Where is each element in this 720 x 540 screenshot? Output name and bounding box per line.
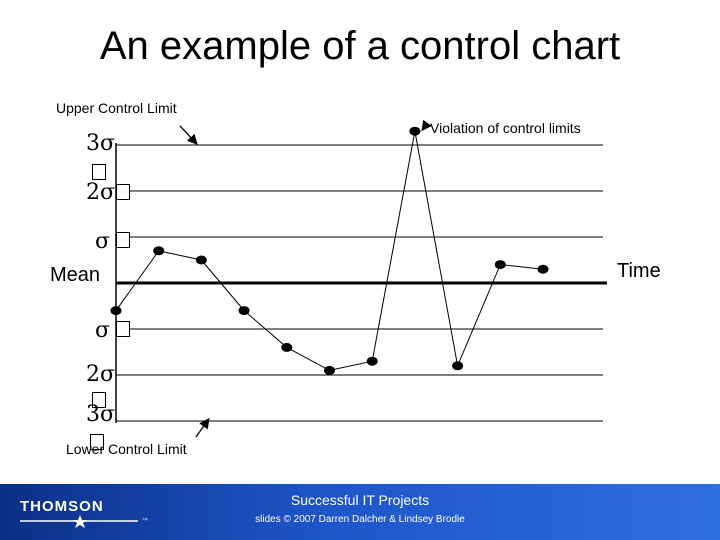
missing-glyph-icon	[116, 321, 130, 337]
violation-point	[409, 126, 421, 136]
data-point	[537, 264, 549, 274]
thomson-logo: THOMSON ™	[20, 498, 150, 536]
lower-3sigma-label: 3σ	[86, 402, 116, 427]
trademark-mark: ™	[142, 518, 148, 524]
missing-glyph-icon	[92, 392, 106, 408]
upper-control-limit-label: Upper Control Limit	[56, 100, 177, 116]
series-line	[115, 131, 544, 371]
violation-arrow	[421, 119, 432, 132]
time-label: Time	[617, 260, 661, 282]
missing-glyph-icon	[116, 232, 130, 248]
violation-label: Violation of control limits	[430, 120, 581, 136]
footer-credit: slides © 2007 Darren Dalcher & Lindsey B…	[255, 514, 465, 525]
missing-glyph-icon	[90, 434, 104, 450]
data-point	[195, 255, 207, 265]
data-point	[366, 356, 378, 366]
upper-limit-arrow	[179, 125, 198, 145]
data-point	[110, 306, 122, 316]
data-point	[153, 246, 165, 256]
data-point	[494, 260, 506, 270]
slide-title: An example of a control chart	[99, 24, 621, 68]
lower-1sigma-label: σ	[95, 318, 111, 343]
data-point	[452, 361, 464, 371]
lower-2sigma-label: 2σ	[86, 362, 116, 387]
missing-glyph-icon	[116, 184, 130, 200]
upper-1sigma-label: σ	[95, 229, 111, 254]
footer-bar: THOMSON ™ Successful IT Projects slides …	[0, 484, 720, 540]
control-chart	[110, 119, 607, 438]
mean-label: Mean	[50, 264, 101, 286]
data-point	[238, 306, 250, 316]
upper-2sigma-label: 2σ	[86, 180, 116, 205]
lower-control-limit-label: Lower Control Limit	[66, 441, 187, 457]
logo-star-icon	[20, 515, 138, 528]
upper-3sigma-label: 3σ	[86, 131, 116, 156]
missing-glyph-icon	[92, 164, 106, 180]
data-point	[324, 365, 335, 375]
course-title: Successful IT Projects	[290, 492, 430, 508]
data-point	[281, 342, 293, 352]
lower-limit-arrow	[195, 417, 210, 438]
